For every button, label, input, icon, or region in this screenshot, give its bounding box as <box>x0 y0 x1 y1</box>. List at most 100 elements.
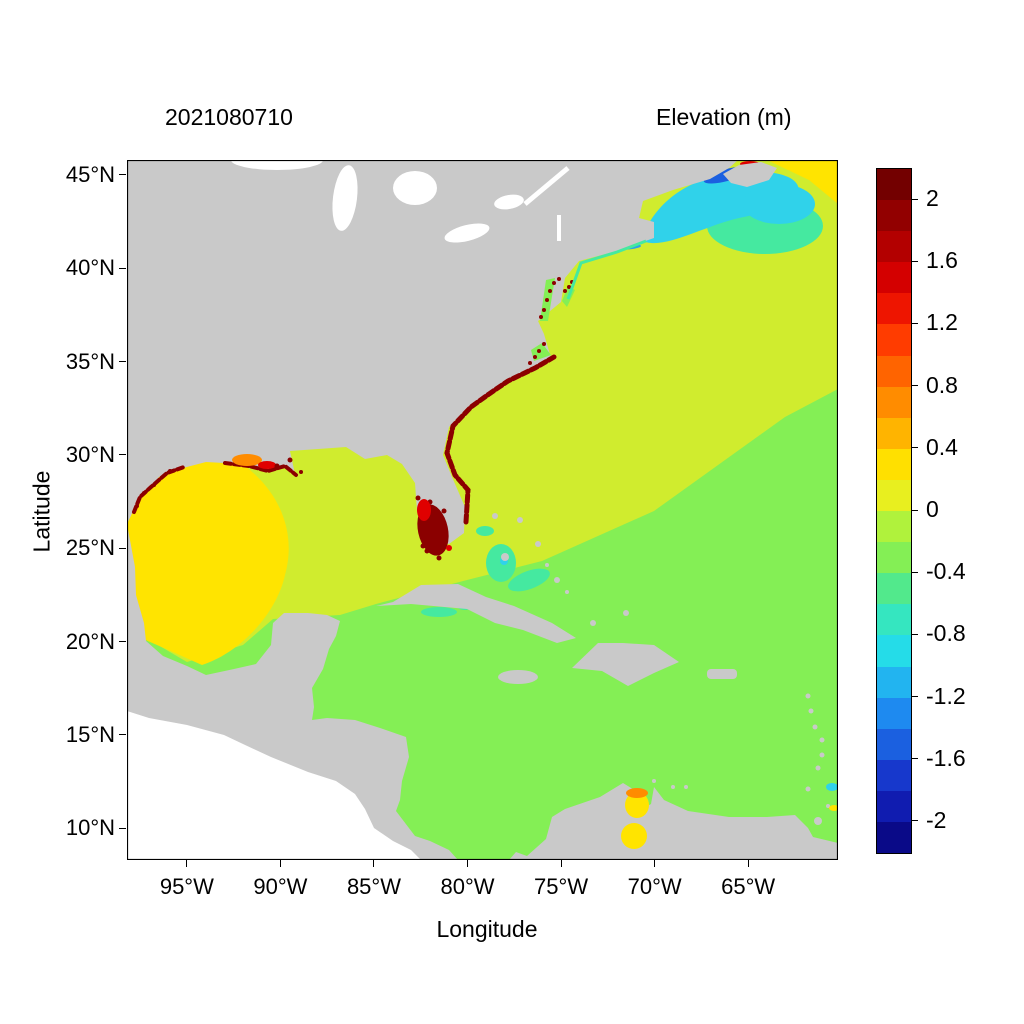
colorbar-tick-label: 2 <box>926 185 939 212</box>
pacific-white-overlay <box>127 711 421 860</box>
x-axis-tick-label: 75°W <box>534 874 589 899</box>
plot-border <box>127 160 838 860</box>
colorbar-segment <box>877 169 911 201</box>
colorbar-tick <box>912 509 918 511</box>
colorbar-tick <box>912 198 918 200</box>
colorbar-tick <box>912 260 918 262</box>
colorbar-segment <box>877 666 911 698</box>
y-axis-tick <box>119 547 126 549</box>
y-axis-tick <box>119 454 126 456</box>
caribbean-islands <box>376 513 830 825</box>
colorbar-segment <box>877 573 911 605</box>
colorbar-tick <box>912 758 918 760</box>
colorbar-tick-label: 0.4 <box>926 433 958 460</box>
gulf-of-venezuela-orange <box>626 788 648 798</box>
x-axis-tick-label: 85°W <box>346 874 401 899</box>
land-north-america <box>127 160 738 544</box>
colorbar-segment <box>877 262 911 294</box>
y-axis-tick <box>119 734 126 736</box>
new-jersey-teal-band <box>566 239 647 300</box>
colorbar-tick-label: -1.6 <box>926 744 966 771</box>
colorbar-segment <box>877 293 911 325</box>
colorbar <box>876 168 912 854</box>
x-axis-tick <box>560 860 562 867</box>
colorbar-segment <box>877 635 911 667</box>
y-axis-tick-label: 30°N <box>65 441 115 467</box>
gulf-of-mexico-yellow <box>127 455 289 665</box>
colorbar-segment <box>877 821 911 854</box>
elevation-map <box>127 160 838 860</box>
land-south-america <box>509 783 838 860</box>
island-hispaniola <box>572 643 679 686</box>
colorbar-tick-label: 0.8 <box>926 371 958 398</box>
x-axis-label: Longitude <box>436 916 538 942</box>
colorbar-segment <box>877 479 911 512</box>
colorbar-segment <box>877 542 911 574</box>
y-axis-tick <box>119 174 126 176</box>
colorbar-segment <box>877 790 911 822</box>
x-axis-tick-label: 65°W <box>721 874 776 899</box>
y-axis-tick-label: 15°N <box>65 721 115 747</box>
colorbar-tick-label: -0.4 <box>926 558 966 585</box>
colorbar-title: Elevation (m) <box>656 104 792 130</box>
colorbar-segment <box>877 386 911 418</box>
island-cuba <box>376 584 576 643</box>
southeast-coast-surge-fringe <box>444 354 557 525</box>
gulf-of-venezuela-yellow <box>625 792 649 818</box>
island-jamaica <box>498 670 538 684</box>
colorbar-tick-label: 1.2 <box>926 309 958 336</box>
y-axis-tick <box>119 361 126 363</box>
x-axis-tick <box>467 860 469 867</box>
cabot-corner-yellow <box>767 160 838 204</box>
colorbar-tick <box>912 385 918 387</box>
x-axis-tick-label: 90°W <box>253 874 308 899</box>
y-axis-tick-label: 25°N <box>65 535 115 561</box>
y-axis-tick <box>119 267 126 269</box>
y-axis-tick <box>119 827 126 829</box>
x-axis-tick <box>654 860 656 867</box>
colorbar-tick-label: 0 <box>926 496 939 522</box>
x-axis-tick-label: 70°W <box>627 874 682 899</box>
colorbar-segment <box>877 355 911 387</box>
x-axis-tick-label: 95°W <box>159 874 214 899</box>
y-axis-tick <box>119 641 126 643</box>
chesapeake-speckles <box>528 277 574 365</box>
colorbar-tick-label: -1.2 <box>926 682 966 709</box>
colorbar-segment <box>877 231 911 263</box>
x-axis-tick <box>747 860 749 867</box>
colorbar-segment <box>877 759 911 791</box>
colorbar-tick <box>912 820 918 822</box>
florida-red-core <box>417 499 431 521</box>
colorbar-tick-label: 1.6 <box>926 247 958 274</box>
y-axis-tick-label: 20°N <box>65 628 115 654</box>
colorbar-tick <box>912 633 918 635</box>
x-axis-tick-label: 80°W <box>440 874 495 899</box>
colorbar-segment <box>877 511 911 543</box>
colorbar-tick-label: -2 <box>926 806 947 833</box>
colorbar-tick-label: -0.8 <box>926 620 966 647</box>
y-axis-tick-label: 40°N <box>65 255 115 281</box>
x-axis-tick <box>186 860 188 867</box>
colorbar-segment <box>877 728 911 760</box>
colorbar-tick <box>912 696 918 698</box>
island-puerto-rico <box>707 669 737 679</box>
louisiana-red-patch <box>258 461 276 469</box>
colorbar-segment <box>877 324 911 356</box>
right-edge-yellow-dot <box>829 805 838 811</box>
x-axis-tick <box>279 860 281 867</box>
land-nova-scotia <box>723 162 777 187</box>
x-axis-tick <box>373 860 375 867</box>
colorbar-segment <box>877 448 911 480</box>
plot-title-date: 2021080710 <box>165 104 293 130</box>
y-axis-tick-label: 35°N <box>65 348 115 374</box>
great-lakes <box>231 160 561 243</box>
colorbar-tick <box>912 322 918 324</box>
colorbar-segment <box>877 697 911 729</box>
colorbar-tick <box>912 447 918 449</box>
st-lawrence-river <box>523 166 570 206</box>
scotian-shelf-cyan <box>743 184 815 224</box>
texas-coast-speckles <box>135 457 303 508</box>
colorbar-tick <box>912 571 918 573</box>
lake-maracaibo-yellow <box>621 823 647 849</box>
